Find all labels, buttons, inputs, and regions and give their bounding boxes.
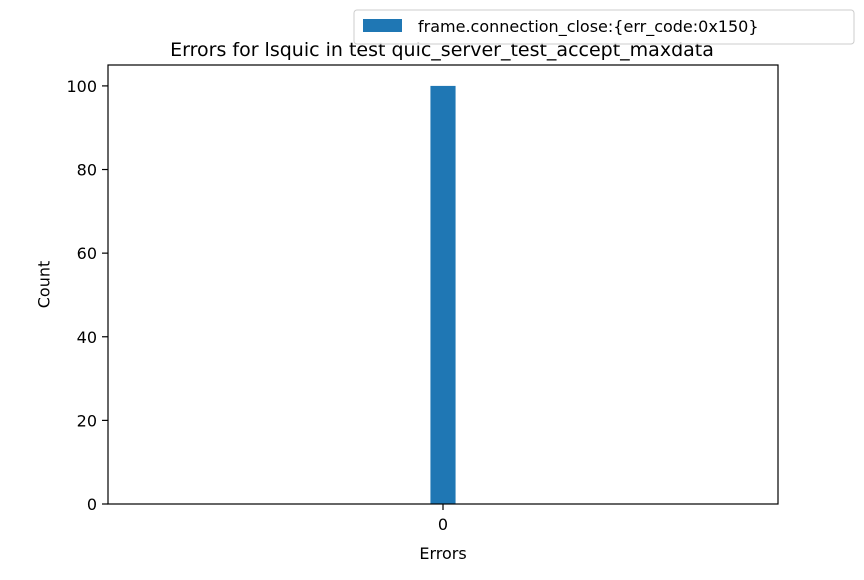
legend-swatch: [363, 19, 402, 32]
y-tick-label: 20: [77, 411, 97, 430]
y-axis-label: Count: [35, 261, 54, 309]
legend-box: [353, 9, 855, 45]
y-tick-label: 80: [77, 161, 97, 180]
y-tick-label: 0: [87, 495, 97, 514]
y-tick-label: 40: [77, 328, 97, 347]
legend-entry-label: frame.connection_close:{err_code:0x150}: [418, 17, 759, 37]
y-tick-label: 100: [66, 77, 97, 96]
bars-layer: [430, 85, 456, 505]
x-axis-label: Errors: [419, 544, 466, 563]
ticks-layer: 0 20 40 60 80 100 0: [66, 77, 448, 534]
y-tick-label: 60: [77, 244, 97, 263]
legend: frame.connection_close:{err_code:0x150}: [353, 9, 855, 45]
plot-frame: [107, 64, 779, 505]
bar: [430, 85, 456, 505]
x-tick-label: 0: [438, 515, 448, 534]
